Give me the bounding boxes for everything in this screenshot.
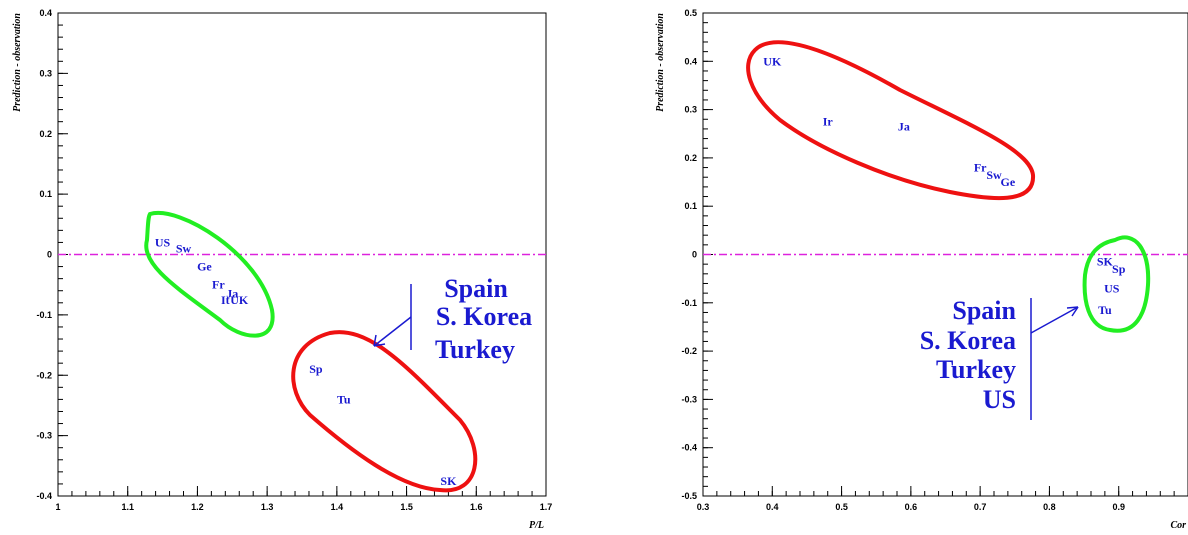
annotation-arrow [373,316,412,347]
x-tick-label: 1.6 [470,502,483,512]
y-tick-label: -0.2 [36,370,52,380]
y-tick-label: 0 [47,250,52,260]
point-label: It [221,293,230,307]
point-label: SK [440,474,457,488]
point-label: Ge [197,260,212,274]
annotation-text: Turkey [936,355,1016,384]
y-tick-label: -0.4 [36,491,52,501]
annotation-text: Spain [952,296,1016,325]
y-axis-label: Prediction - observation [12,13,23,112]
x-axis-label: P/L [529,520,544,531]
y-tick-label: 0.2 [39,129,52,139]
point-label: Sw [986,168,1002,182]
point-label: US [1104,281,1120,295]
x-axis-label: Cor [1170,520,1186,531]
y-tick-label: 0.2 [684,153,697,163]
y-tick-label: 0.3 [39,68,52,78]
y-tick-label: -0.4 [681,443,697,453]
point-label: UK [763,54,782,68]
y-tick-label: -0.3 [36,431,52,441]
point-label: Tu [337,392,351,406]
x-tick-label: 1.5 [400,502,413,512]
x-tick-label: 1.4 [331,502,344,512]
annotation-text: Spain [444,274,508,303]
point-label: Tu [1098,303,1112,317]
x-tick-label: 0.8 [1043,502,1056,512]
y-tick-label: -0.2 [681,346,697,356]
point-label: Sp [309,362,323,376]
x-tick-label: 1 [55,502,60,512]
annotation-arrow [1030,306,1079,334]
y-tick-label: 0 [692,250,697,260]
y-tick-label: -0.3 [681,394,697,404]
left-chart-panel: 0.4 0.3 0.2 0.1 0 -0.1 -0.2 -0.3 -0.41 1.1 1.2 1.3 1… [12,8,552,531]
x-tick-label: 1.3 [261,502,274,512]
point-label: Sp [1112,262,1126,276]
point-label: US [155,235,171,249]
green-group-outline [144,210,275,338]
point-label: UK [230,293,249,307]
point-label: Ir [823,115,834,129]
red-group-outline [291,330,478,493]
right-chart-panel: 0.50.40.30.20.10-0.1-0.2-0.3-0.4-0.50.3 0… [655,8,1188,531]
y-tick-label: 0.1 [684,201,697,211]
point-label: SK [1097,255,1114,269]
annotation-text: S. Korea [436,302,532,331]
x-tick-label: 0.4 [766,502,779,512]
point-label: Sw [176,241,192,255]
point-label: Fr [974,161,987,175]
point-label: Ja [898,120,910,134]
x-tick-label: 0.5 [835,502,848,512]
point-label: Ge [1001,175,1016,189]
y-tick-label: 0.4 [39,8,52,18]
y-tick-label: 0.4 [684,56,697,66]
y-axis-label: Prediction - observation [655,13,666,112]
y-tick-label: -0.5 [681,491,697,501]
x-tick-label: 0.3 [697,502,710,512]
x-tick-label: 1.1 [121,502,134,512]
annotation-text: US [983,385,1016,414]
annotation-text: S. Korea [920,326,1016,355]
annotation-arrowhead [373,334,386,347]
x-tick-label: 0.7 [974,502,987,512]
x-tick-label: 1.7 [540,502,553,512]
x-tick-label: 0.9 [1112,502,1125,512]
red-group-outline [746,40,1036,201]
y-tick-label: 0.1 [39,189,52,199]
x-tick-label: 1.2 [191,502,204,512]
y-tick-label: -0.1 [36,310,52,320]
point-label: Ja [226,287,238,301]
y-tick-label: 0.5 [684,8,697,18]
green-group-outline [1082,235,1151,333]
y-tick-label: -0.1 [681,298,697,308]
point-label: Fr [212,278,225,292]
annotation-text: Turkey [435,335,515,364]
y-tick-label: 0.3 [684,105,697,115]
x-tick-label: 0.6 [905,502,918,512]
annotation-arrowhead [1066,306,1079,317]
